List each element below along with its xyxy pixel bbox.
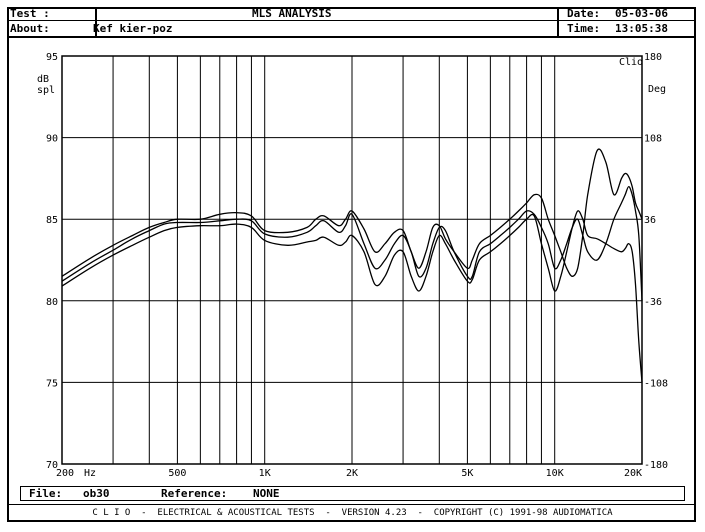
window-frame [7, 7, 696, 522]
y2-tick-label: 108 [644, 134, 662, 145]
page-title: MLS ANALYSIS [252, 7, 332, 20]
header-panel: Test : About: Kef kier-poz MLS ANALYSIS … [7, 7, 696, 38]
reference-value: NONE [253, 487, 280, 500]
reference-label: Reference: [161, 487, 228, 500]
chart-tick-labels: 70 75 80 85 90 95 -180 -108 -36 36 108 180 200 500 1K 2… [46, 52, 668, 479]
time-label: Time: [567, 22, 601, 35]
y-tick-label: 85 [46, 215, 58, 226]
copyright-line: C L I O - ELECTRICAL & ACOUSTICAL TESTS … [92, 508, 613, 518]
y-axis-label-line2: spl [37, 85, 55, 96]
y-tick-label: 80 [46, 297, 58, 308]
file-value: ob30 [83, 487, 110, 500]
x-tick-label: 500 [168, 468, 186, 479]
y2-tick-label: 36 [644, 215, 656, 226]
y-tick-label: 75 [46, 378, 58, 389]
y2-tick-label: -108 [644, 378, 668, 389]
test-label: Test : [10, 7, 50, 20]
date-label: Date: [567, 7, 601, 20]
y-tick-label: 90 [46, 134, 58, 145]
about-value: Kef kier-poz [93, 22, 173, 35]
date-value: 05-03-06 [615, 7, 668, 20]
series-line-1 [61, 148, 643, 277]
x-tick-label: 1K [259, 468, 271, 479]
chart-series [61, 148, 643, 383]
file-info-bar: File: ob30 Reference: NONE [20, 486, 685, 501]
footer-divider [7, 504, 696, 505]
y2-axis-label: Deg [648, 84, 666, 95]
y2-tick-label: -180 [644, 460, 668, 471]
x-tick-label: 20K [624, 468, 642, 479]
x-tick-label: 5K [461, 468, 473, 479]
y-tick-label: 95 [46, 52, 58, 63]
y-tick-label: 70 [46, 460, 58, 471]
about-label: About: [10, 22, 50, 35]
x-tick-label: 10K [546, 468, 564, 479]
chart-grid [62, 56, 643, 464]
series-line-3 [61, 210, 643, 383]
y2-tick-label: -36 [644, 297, 662, 308]
file-label: File: [29, 487, 63, 500]
y-axis-label-line1: dB [37, 74, 49, 85]
x-tick-label: 200 [56, 468, 74, 479]
time-value: 13:05:38 [615, 22, 668, 35]
y2-tick-label: 180 [644, 52, 662, 63]
series-line-2 [61, 185, 643, 301]
clio-corner-label: Clio [619, 57, 643, 68]
x-axis-unit-label: Hz [84, 468, 96, 479]
x-tick-label: 2K [346, 468, 358, 479]
